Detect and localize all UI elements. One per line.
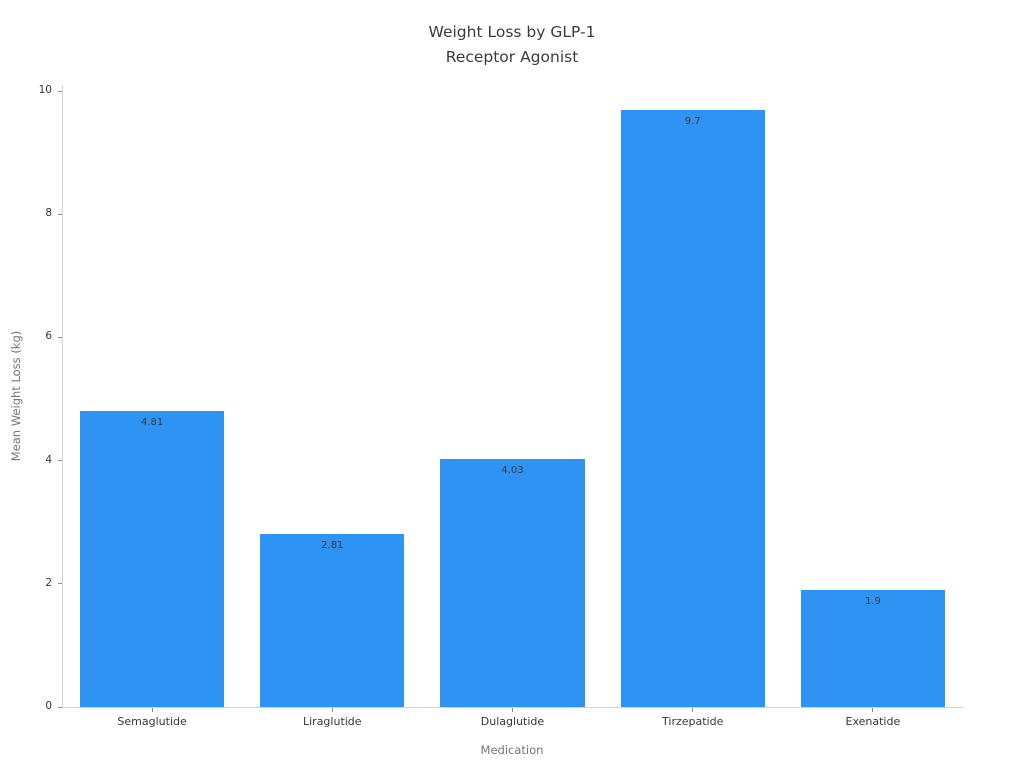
plot-area	[62, 85, 964, 708]
y-tick-label: 2	[45, 576, 52, 589]
bar-dulaglutide	[440, 458, 585, 707]
y-tick-mark	[58, 460, 62, 462]
x-tick-mark	[692, 708, 694, 712]
x-tick-label: Dulaglutide	[480, 715, 545, 728]
y-tick-mark	[58, 583, 62, 585]
bar-liraglutide	[260, 533, 405, 707]
y-tick-mark	[58, 213, 62, 215]
x-tick-label: Tirzepatide	[662, 715, 724, 728]
y-tick-label: 6	[45, 330, 52, 343]
x-tick-mark	[151, 708, 153, 712]
x-tick-mark	[512, 708, 513, 712]
bar-semaglutide	[80, 410, 225, 707]
y-tick-label: 4	[45, 453, 52, 466]
bar-exenatide	[800, 589, 945, 707]
x-tick-label: Semaglutide	[117, 715, 187, 728]
x-tick-mark	[872, 708, 874, 712]
bar-value-label: 4.81	[140, 416, 164, 428]
bar-value-label: 4.03	[501, 464, 524, 476]
y-tick-mark	[58, 706, 62, 708]
bar-value-label: 2.81	[321, 539, 344, 551]
bar-tirzepatide	[620, 109, 765, 707]
x-tick-label: Liraglutide	[302, 715, 362, 728]
chart-title: Weight Loss by GLP-1 Receptor Agonist	[428, 23, 596, 66]
y-tick-label: 8	[45, 207, 52, 220]
y-tick-mark	[58, 90, 62, 92]
bar-value-label: 1.9	[864, 595, 881, 607]
x-axis-title: Medication	[480, 743, 544, 757]
y-tick-label: 10	[38, 84, 52, 97]
x-tick-label: Exenatide	[845, 715, 901, 728]
x-tick-mark	[331, 708, 333, 712]
y-tick-mark	[58, 336, 62, 338]
bar-value-label: 9.7	[684, 115, 701, 127]
y-tick-label: 0	[45, 700, 52, 712]
